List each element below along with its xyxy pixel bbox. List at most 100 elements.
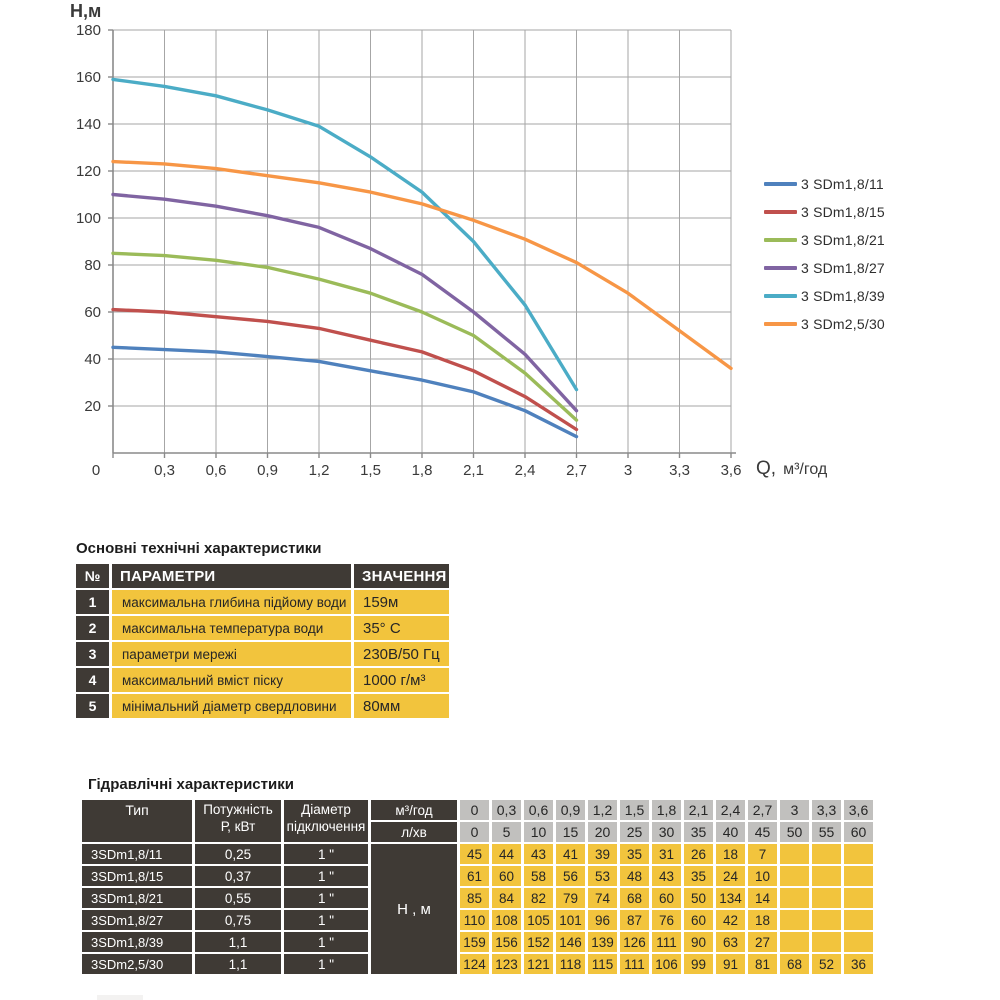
chart-legend: 3 SDm1,8/11 3 SDm1,8/15 3 SDm1,8/21 3 SDm1,… <box>764 170 885 338</box>
flow-m3h-value: 1,8 <box>652 800 681 820</box>
hydraulic-title: Гідравлічні характеристики <box>88 776 294 793</box>
pump-diameter: 1 " <box>284 888 368 908</box>
pump-diameter: 1 " <box>284 910 368 930</box>
head-value <box>780 888 809 908</box>
flow-lmin-value: 60 <box>844 822 873 842</box>
parameter-name: мінімальний діаметр свердловини <box>112 694 351 718</box>
head-value: 99 <box>684 954 713 974</box>
pump-power: 1,1 <box>195 932 281 952</box>
flow-m3h-value: 1,5 <box>620 800 649 820</box>
pump-power: 0,25 <box>195 844 281 864</box>
pump-diameter: 1 " <box>284 844 368 864</box>
head-value: 56 <box>556 866 585 886</box>
x-tick-label: 0,6 <box>206 462 227 479</box>
th-number: № <box>76 564 109 588</box>
head-value: 60 <box>652 888 681 908</box>
flow-lmin-value: 0 <box>460 822 489 842</box>
head-value: 39 <box>588 844 617 864</box>
head-value: 118 <box>556 954 585 974</box>
legend-line-swatch <box>764 182 797 186</box>
head-value: 76 <box>652 910 681 930</box>
flow-lmin-value: 5 <box>492 822 521 842</box>
tech-specs-title: Основні технічні характеристики <box>76 540 322 557</box>
pump-power: 0,37 <box>195 866 281 886</box>
head-value: 7 <box>748 844 777 864</box>
head-value: 48 <box>620 866 649 886</box>
legend-item: 3 SDm1,8/39 <box>764 282 885 310</box>
x-tick-label: 3,3 <box>669 462 690 479</box>
legend-item: 3 SDm1,8/27 <box>764 254 885 282</box>
hydraulic-table: Тип Потужність Р, кВт Діаметр підключення м³/… <box>82 800 873 974</box>
head-value: 111 <box>620 954 649 974</box>
head-value: 31 <box>652 844 681 864</box>
flow-m3h-value: 3,6 <box>844 800 873 820</box>
head-value <box>812 888 841 908</box>
parameter-value: 80мм <box>354 694 449 718</box>
flow-lmin-value: 55 <box>812 822 841 842</box>
head-value: 35 <box>620 844 649 864</box>
flow-m3h-value: 3 <box>780 800 809 820</box>
x-tick-label: 0 <box>92 462 100 479</box>
head-value: 27 <box>748 932 777 952</box>
legend-line-swatch <box>764 210 797 214</box>
head-value <box>812 932 841 952</box>
head-value: 36 <box>844 954 873 974</box>
pump-diameter: 1 " <box>284 932 368 952</box>
head-value: 111 <box>652 932 681 952</box>
row-number: 2 <box>76 616 109 640</box>
parameter-name: максимальна глибина підйому води <box>112 590 351 614</box>
flow-lmin-value: 20 <box>588 822 617 842</box>
head-value: 43 <box>524 844 553 864</box>
head-value: 108 <box>492 910 521 930</box>
head-value: 146 <box>556 932 585 952</box>
th-flow-m3h: м³/год <box>371 800 457 820</box>
legend-item: 3 SDm1,8/21 <box>764 226 885 254</box>
x-tick-label: 0,9 <box>257 462 278 479</box>
head-value <box>780 910 809 930</box>
pump-curve-2 <box>111 251 579 422</box>
head-value <box>844 844 873 864</box>
flow-lmin-value: 30 <box>652 822 681 842</box>
head-value <box>780 932 809 952</box>
y-axis-title: Н,м <box>70 1 101 21</box>
flow-lmin-value: 40 <box>716 822 745 842</box>
head-value: 60 <box>492 866 521 886</box>
y-tick-label: 20 <box>84 398 101 415</box>
legend-label: 3 SDm2,5/30 <box>801 316 885 332</box>
flow-m3h-value: 2,1 <box>684 800 713 820</box>
x-tick-label: 3 <box>624 462 632 479</box>
pump-chart: 0 0,3 0,6 0,9 1,2 1,5 1,8 2,1 2,4 2,7 3 3,3 3,6 180 16… <box>70 1 828 479</box>
pump-diameter: 1 " <box>284 866 368 886</box>
th-flow-lmin: л/хв <box>371 822 457 842</box>
head-value <box>844 888 873 908</box>
flow-m3h-value: 0,3 <box>492 800 521 820</box>
head-value: 101 <box>556 910 585 930</box>
head-value: 115 <box>588 954 617 974</box>
head-value: 79 <box>556 888 585 908</box>
y-tick-label: 120 <box>76 163 101 180</box>
head-value: 134 <box>716 888 745 908</box>
flow-m3h-value: 1,2 <box>588 800 617 820</box>
head-value: 159 <box>460 932 489 952</box>
x-tick-label: 1,5 <box>360 462 381 479</box>
x-tick-label: 2,1 <box>463 462 484 479</box>
parameter-value: 1000 г/м³ <box>354 668 449 692</box>
head-value: 123 <box>492 954 521 974</box>
head-unit-label: Н , м <box>371 844 457 974</box>
th-power: Потужність Р, кВт <box>195 800 281 842</box>
head-value: 10 <box>748 866 777 886</box>
head-value: 106 <box>652 954 681 974</box>
legend-label: 3 SDm1,8/15 <box>801 204 885 220</box>
legend-line-swatch <box>764 238 797 242</box>
legend-item: 3 SDm1,8/15 <box>764 198 885 226</box>
flow-m3h-value: 2,4 <box>716 800 745 820</box>
head-value: 85 <box>460 888 489 908</box>
head-value: 121 <box>524 954 553 974</box>
y-tick-label: 180 <box>76 22 101 39</box>
head-value: 24 <box>716 866 745 886</box>
legend-line-swatch <box>764 266 797 270</box>
head-value: 61 <box>460 866 489 886</box>
th-value: ЗНАЧЕННЯ <box>354 564 449 588</box>
pump-power: 0,75 <box>195 910 281 930</box>
pump-curve-5 <box>111 159 733 371</box>
